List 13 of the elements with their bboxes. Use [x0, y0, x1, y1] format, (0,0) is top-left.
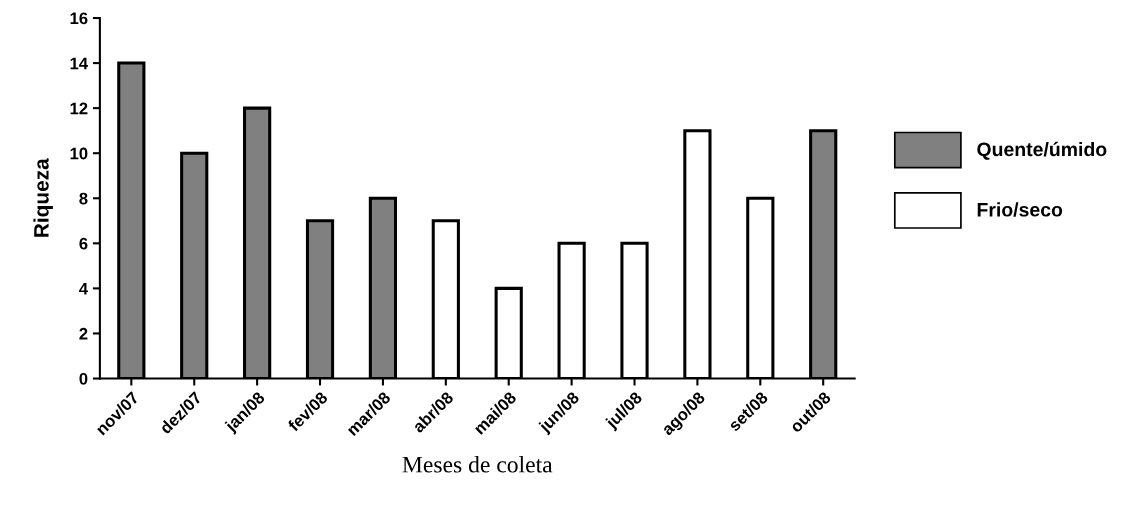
y-tick-label: 12: [70, 102, 88, 115]
y-tick-label: 14: [70, 57, 88, 70]
y-axis-title: Riqueza: [33, 158, 53, 237]
legend-label: Quente/úmido: [977, 141, 1107, 160]
y-tick-label: 8: [79, 192, 88, 205]
y-tick-label: 4: [79, 282, 88, 295]
y-tick-label: 16: [70, 12, 88, 25]
y-tick-label: 6: [79, 237, 88, 250]
y-tick-label: 2: [79, 327, 88, 340]
x-axis-title: Meses de coleta: [402, 455, 553, 473]
y-tick-label: 10: [70, 147, 88, 160]
legend-label: Frio/seco: [977, 202, 1063, 217]
y-tick-label: 0: [79, 372, 88, 385]
